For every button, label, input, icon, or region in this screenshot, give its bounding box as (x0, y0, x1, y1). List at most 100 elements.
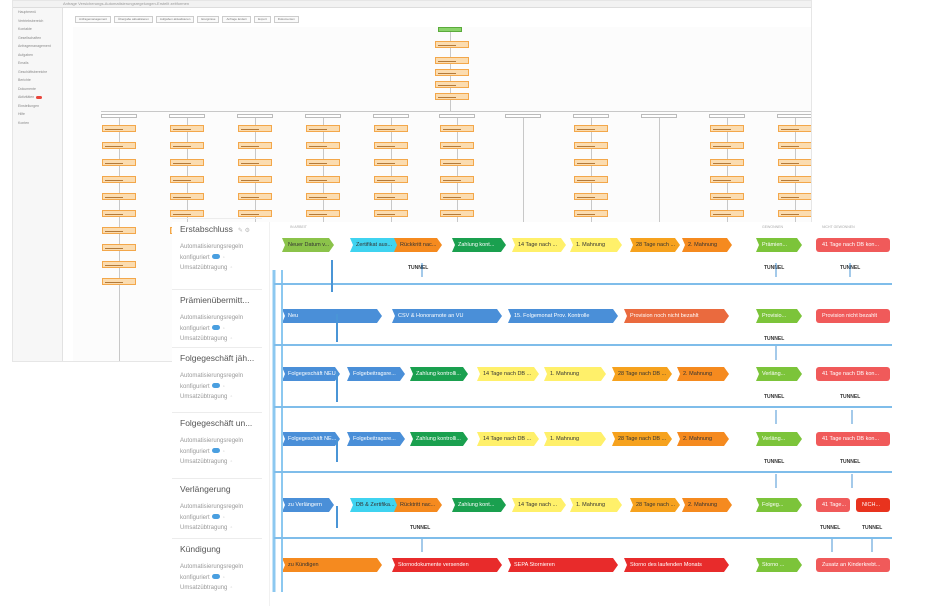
toolbar-button[interactable]: Anfrage ändern (222, 16, 252, 23)
info-icon[interactable]: ◦ (222, 254, 225, 261)
sidebar-item[interactable]: Dokumente (18, 86, 36, 91)
info-icon[interactable]: ◦ (222, 383, 225, 390)
toolbar-button[interactable]: Export (254, 16, 271, 23)
stage-chip[interactable]: Folgebeitragsre... (347, 432, 405, 446)
info-icon[interactable]: ◦ (230, 336, 233, 342)
stage-chip[interactable]: 1. Mahnung (570, 498, 622, 512)
stage-chip[interactable]: 28 Tage nach ... (630, 498, 680, 512)
stage-chip[interactable]: Zertifikat aus... (350, 238, 408, 252)
lost-stage-chip[interactable]: 41 Tage... (816, 498, 850, 512)
stage-chip[interactable]: 14 Tage nach ... (512, 498, 566, 512)
stage-chip[interactable]: Rückkritt nac... (394, 238, 442, 252)
stage-chip[interactable]: 2. Mahnung (677, 367, 729, 381)
stage-chip[interactable]: Folgebeitragsre... (347, 367, 405, 381)
info-icon[interactable]: ◦ (230, 265, 233, 271)
stage-chip[interactable]: Neuer Datum v... (282, 238, 334, 252)
stage-chip[interactable]: Provision noch nicht bezahlt (624, 309, 729, 323)
toolbar-button[interactable]: Ereignisse (197, 16, 220, 23)
stage-chip[interactable]: CSV & Honorarnote an VU (392, 309, 502, 323)
toolbar-button[interactable]: Dokumenten (273, 16, 299, 23)
pipeline-meta: Automatisierungsregeln konfiguriert ◦ Umsat… (180, 313, 243, 345)
lost-stage-chip[interactable]: NICH... (856, 498, 890, 512)
sidebar-item[interactable]: Einstellungen (18, 103, 40, 108)
info-icon[interactable]: ◦ (222, 448, 225, 455)
branch-label (573, 114, 609, 118)
stage-chip[interactable]: zu Kündigen (282, 558, 382, 572)
lost-stage-chip[interactable]: 41 Tage nach DB kon... (816, 432, 890, 446)
stage-chip[interactable]: Stornodokumente versenden (392, 558, 502, 572)
edit-icon[interactable]: ✎ ⚙ (237, 228, 250, 234)
stage-chip[interactable]: Folgegeschäft NEU (282, 367, 340, 381)
stage-chip[interactable]: Zahlung kontrolli... (410, 432, 468, 446)
pipeline-name[interactable]: Erstabschluss ✎ ⚙ (180, 224, 250, 234)
stage-chip[interactable]: 14 Tage nach DB ... (477, 432, 539, 446)
tunnel-label: TUNNEL (764, 394, 785, 400)
stage-chip[interactable]: 2. Mahnung (677, 432, 729, 446)
sidebar-item[interactable]: Berichte (18, 78, 31, 82)
stage-chip[interactable]: 1. Mahnung (544, 432, 606, 446)
stage-chip[interactable]: Folgegeschäft NE... (282, 432, 340, 446)
stage-chip[interactable]: 14 Tage nach DB ... (477, 367, 539, 381)
info-icon[interactable]: ◦ (230, 394, 233, 400)
stage-chip[interactable]: Storno des laufenden Monats (624, 558, 729, 572)
pipeline-name[interactable]: Kündigung (180, 544, 221, 554)
stage-chip[interactable]: 14 Tage nach ... (512, 238, 566, 252)
won-stage-chip[interactable]: Verläng... (756, 367, 802, 381)
sidebar-item[interactable]: Anfragemanagement (18, 44, 51, 48)
stage-chip[interactable]: Zahlung kontrolli... (410, 367, 468, 381)
info-icon[interactable]: ◦ (222, 514, 225, 521)
sidebar-item[interactable]: Emails (18, 61, 29, 65)
won-stage-chip[interactable]: Prämien... (756, 238, 802, 252)
lost-stage-chip[interactable]: Zusatz an Kinderkrebt... (816, 558, 890, 572)
stage-chip[interactable]: 1. Mahnung (570, 238, 622, 252)
won-stage-chip[interactable]: Folgeg... (756, 498, 802, 512)
workflow-step (435, 93, 469, 100)
stage-chip[interactable]: Rücktritt nac... (394, 498, 442, 512)
won-stage-chip[interactable]: Provisio... (756, 309, 802, 323)
sidebar-item[interactable]: Kontakte (18, 27, 32, 31)
lost-stage-chip[interactable]: 41 Tage nach DB kon... (816, 367, 890, 381)
stage-chip[interactable]: DB & Zertifika... (350, 498, 408, 512)
sidebar-item[interactable]: Konten (18, 120, 30, 125)
sidebar-item[interactable]: Aufgaben (18, 52, 33, 57)
stage-chip[interactable]: 2. Mahnung (682, 498, 732, 512)
stage-chip[interactable]: 1. Mahnung (544, 367, 606, 381)
sidebar-item[interactable]: Hauptmenü (18, 10, 37, 14)
stage-chip[interactable]: zu Verlängern (282, 498, 334, 512)
info-icon[interactable]: ◦ (222, 325, 225, 332)
sidebar-item[interactable]: Aktivitäten (13, 93, 62, 102)
toolbar-button[interactable]: Übergabe aktualisieren (114, 16, 153, 23)
pipeline-name[interactable]: Folgegeschäft un... (180, 418, 252, 428)
info-icon[interactable]: ◦ (230, 459, 233, 465)
stage-chip[interactable]: 28 Tage nach DB ... (612, 432, 672, 446)
sidebar-item[interactable]: Vertriebsbereich (18, 18, 44, 23)
stage-chip[interactable]: Zahlung kont... (452, 498, 506, 512)
info-icon[interactable]: ◦ (230, 585, 233, 591)
stage-chip[interactable]: 15. Folgemonat Prov. Kontrolle (508, 309, 618, 323)
info-icon[interactable]: ◦ (230, 525, 233, 531)
sidebar-item[interactable]: Hilfe (18, 112, 26, 116)
workflow-step (574, 193, 608, 200)
pipeline-name[interactable]: Folgegeschäft jäh... (180, 353, 254, 363)
stage-chip[interactable]: 28 Tage nach ... (630, 238, 680, 252)
info-icon[interactable]: ◦ (222, 574, 225, 581)
stage-chip[interactable]: Neu (282, 309, 382, 323)
workflow-step (440, 210, 474, 217)
meta-line: Automatisierungsregeln (180, 502, 243, 513)
workflow-step (435, 69, 469, 76)
toolbar-button[interactable]: Anfragemanagement (75, 16, 112, 23)
pipeline-name[interactable]: Verlängerung (180, 484, 231, 494)
stage-chip[interactable]: Zahlung kont... (452, 238, 506, 252)
won-stage-chip[interactable]: Verläng... (756, 432, 802, 446)
stage-chip[interactable]: 2. Mahnung (682, 238, 732, 252)
stage-chip[interactable]: SEPA Stornieren (508, 558, 618, 572)
sidebar-item[interactable]: Gesellschaften (18, 35, 42, 40)
tunnel-label: TUNNEL (862, 525, 883, 531)
pipeline-name[interactable]: Prämienübermitt... (180, 295, 249, 305)
stage-chip[interactable]: 28 Tage nach DB ... (612, 367, 672, 381)
sidebar-item[interactable]: Geschäftsbereiche (18, 69, 48, 74)
won-stage-chip[interactable]: Storno ... (756, 558, 802, 572)
toolbar-button[interactable]: Aufgaben aktualisieren (155, 16, 195, 23)
lost-stage-chip[interactable]: 41 Tage nach DB kon... (816, 238, 890, 252)
lost-stage-chip[interactable]: Provision nicht bezahlt (816, 309, 890, 323)
